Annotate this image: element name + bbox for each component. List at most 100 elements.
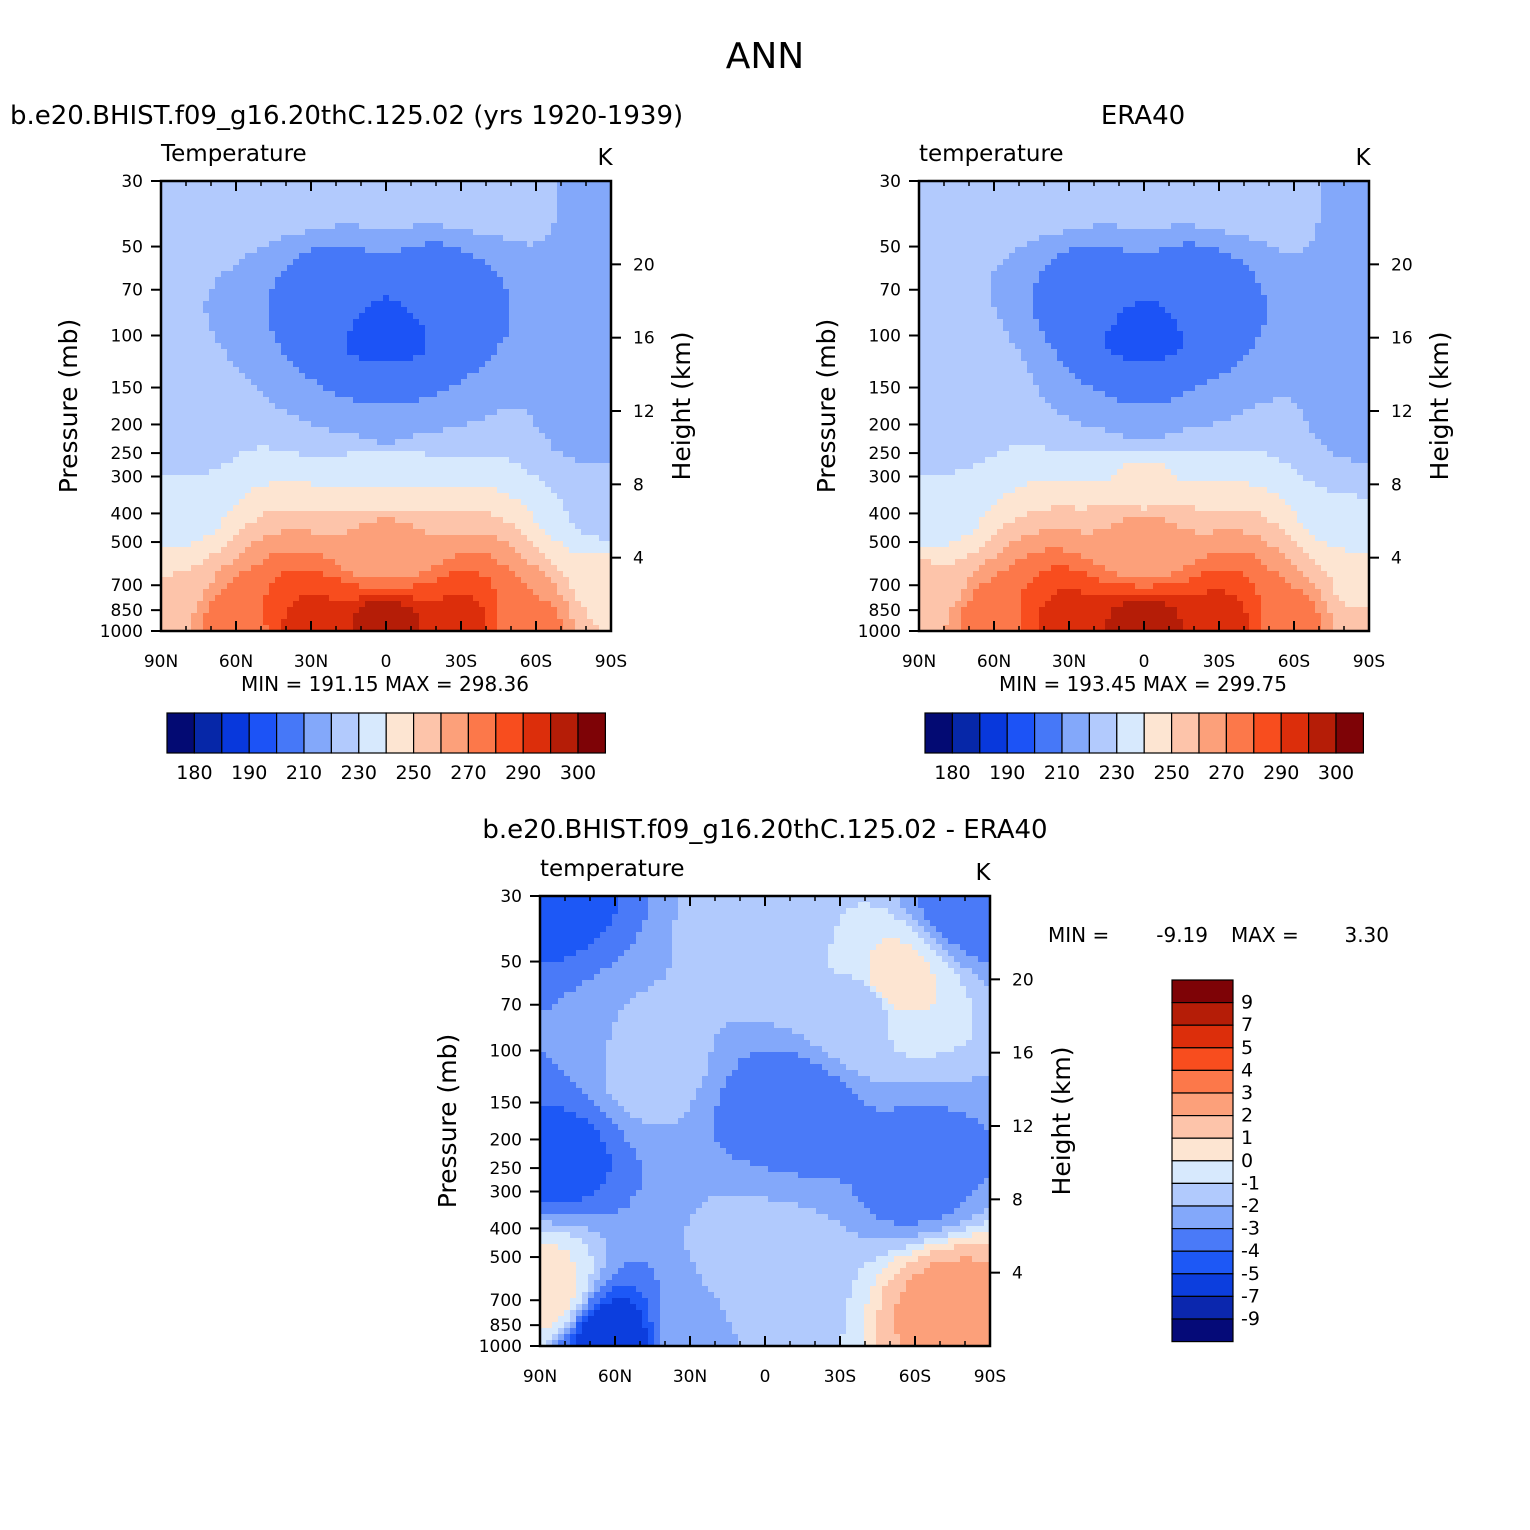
contour-cell [287,355,294,362]
contour-cell [299,385,306,392]
contour-cell [413,415,420,422]
contour-cell [539,367,546,374]
contour-cell [497,181,504,188]
contour-cell [551,403,558,410]
contour-cell [515,379,522,386]
contour-cell [191,325,198,332]
contour-cell [467,205,474,212]
contour-cell [191,427,198,434]
contour-cell [467,199,474,206]
contour-cell [521,283,528,290]
contour-cell [383,469,390,476]
contour-cell [161,313,168,320]
contour-cell [527,397,534,404]
contour-cell [377,199,384,206]
contour-cell [275,415,282,422]
contour-cell [557,265,564,272]
contour-cell [323,571,330,578]
contour-cell [575,253,582,260]
contour-cell [581,331,588,338]
contour-cell [539,499,546,506]
contour-cell [179,283,186,290]
contour-cell [227,301,234,308]
contour-cell [605,559,611,566]
contour-cell [473,463,480,470]
contour-cell [551,295,558,302]
contour-cell [605,487,611,494]
contour-cell [347,313,354,320]
contour-cell [599,223,606,230]
contour-cell [209,505,216,512]
contour-cell [407,505,414,512]
contour-cell [179,427,186,434]
contour-cell [179,193,186,200]
contour-cell [419,499,426,506]
contour-cell [245,547,252,554]
contour-cell [383,451,390,458]
contour-cell [215,211,222,218]
contour-cell [335,541,342,548]
contour-cell [239,427,246,434]
contour-cell [161,439,168,446]
contour-cell [281,307,288,314]
contour-cell [569,469,576,476]
contour-cell [341,403,348,410]
contour-cell [365,475,372,482]
contour-cell [521,241,528,248]
contour-cell [371,325,378,332]
contour-cell [239,385,246,392]
contour-cell [473,469,480,476]
contour-cell [551,223,558,230]
contour-cell [431,187,438,194]
contour-cell [359,553,366,560]
contour-cell [533,481,540,488]
contour-cell [185,247,192,254]
contour-cell [581,193,588,200]
contour-cell [461,547,468,554]
contour-cell [269,307,276,314]
contour-cell [509,565,516,572]
contour-cell [305,511,312,518]
contour-cell [263,469,270,476]
contour-cell [437,223,444,230]
contour-cell [605,361,611,368]
contour-cell [467,355,474,362]
contour-cell [419,511,426,518]
contour-cell [167,343,174,350]
contour-cell [551,229,558,236]
contour-cell [407,559,414,566]
contour-cell [581,547,588,554]
contour-cell [545,349,552,356]
contour-cell [305,535,312,542]
contour-cell [545,313,552,320]
contour-cell [221,553,228,560]
contour-cell [401,373,408,380]
contour-cell [599,451,606,458]
contour-cell [275,535,282,542]
contour-cell [389,337,396,344]
contour-cell [467,313,474,320]
contour-cell [377,271,384,278]
contour-cell [269,289,276,296]
contour-cell [527,433,534,440]
contour-cell [515,385,522,392]
contour-cell [173,511,180,518]
contour-cell [461,487,468,494]
contour-cell [587,487,594,494]
contour-cell [581,385,588,392]
contour-cell [431,319,438,326]
contour-cell [497,505,504,512]
contour-cell [233,253,240,260]
contour-cell [365,511,372,518]
contour-cell [449,463,456,470]
contour-cell [467,571,474,578]
contour-cell [281,403,288,410]
contour-cell [569,295,576,302]
contour-cell [461,391,468,398]
contour-cell [401,283,408,290]
contour-cell [293,307,300,314]
contour-cell [173,391,180,398]
contour-cell [191,181,198,188]
contour-cell [485,337,492,344]
contour-cell [197,511,204,518]
